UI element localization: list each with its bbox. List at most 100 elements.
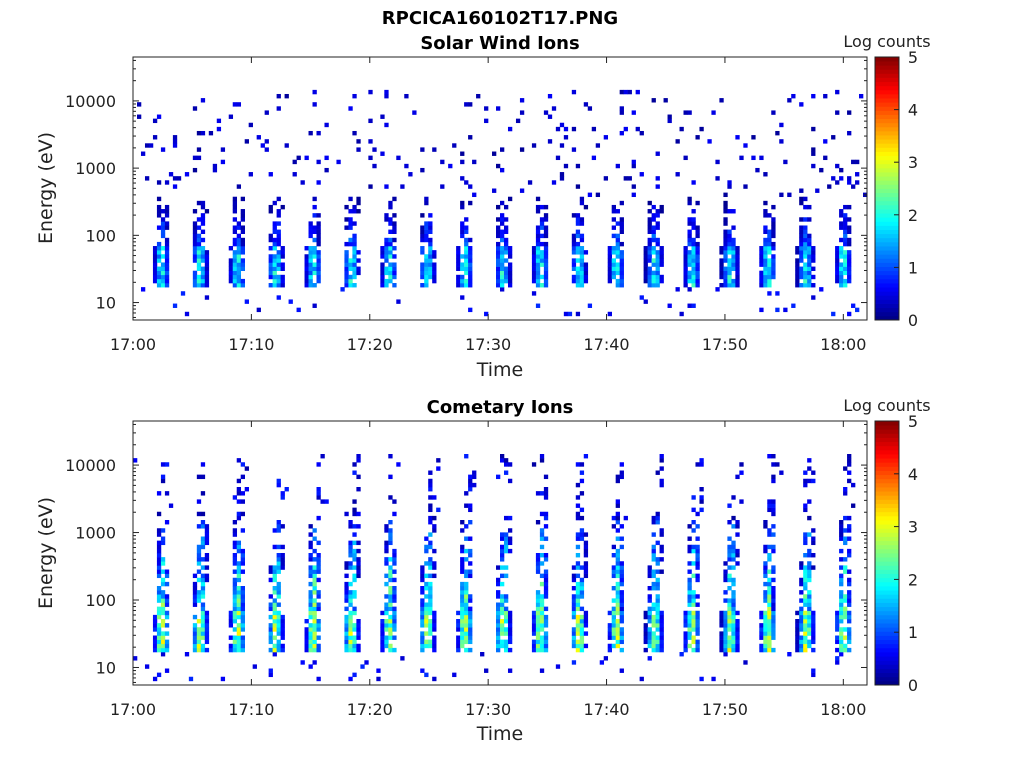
spectrogram-cell <box>611 610 616 616</box>
cometary-panel: Cometary Ions 17:00 17:10 17:20 17:30 17:40 1… <box>35 396 931 745</box>
spectrogram-cell <box>380 254 385 259</box>
spectrogram-cell <box>344 623 349 628</box>
spectrogram-cell <box>304 627 309 632</box>
spectrogram-cell <box>799 102 804 107</box>
spectrogram-cell <box>344 270 349 276</box>
spectrogram-cell <box>807 250 812 255</box>
spectrogram-cell <box>164 209 170 214</box>
spectrogram-cell <box>543 262 549 267</box>
spectrogram-cell <box>503 470 509 475</box>
spectrogram-cell <box>503 548 509 554</box>
spectrogram-cell <box>571 237 577 243</box>
spectrogram-cell <box>464 639 469 645</box>
spectrogram-cell <box>196 619 202 624</box>
colorbar-tick-label: 0 <box>908 311 918 330</box>
spectrogram-cell <box>428 623 433 628</box>
spectrogram-cell <box>731 544 736 550</box>
spectrogram-cell <box>460 262 465 267</box>
spectrogram-cell <box>723 561 728 566</box>
colorbar-segment <box>875 233 899 239</box>
spectrogram-cell <box>615 639 620 645</box>
spectrogram-cell <box>312 266 317 271</box>
spectrogram-cell <box>651 283 656 288</box>
x-tick-label: 17:30 <box>465 700 511 719</box>
spectrogram-cell <box>847 237 852 243</box>
spectrogram-cell <box>539 283 545 288</box>
spectrogram-cell <box>807 548 812 554</box>
spectrogram-cell <box>579 258 585 263</box>
spectrogram-cell <box>236 590 242 595</box>
spectrogram-cell <box>272 254 277 259</box>
spectrogram-cell <box>276 581 281 587</box>
spectrogram-cell <box>735 610 740 616</box>
spectrogram-cell <box>320 454 325 459</box>
spectrogram-cell <box>388 528 393 533</box>
spectrogram-cell <box>464 581 469 587</box>
spectrogram-cell <box>763 237 768 243</box>
spectrogram-cell <box>687 278 692 284</box>
spectrogram-cell <box>464 569 469 574</box>
spectrogram-cell <box>807 643 812 649</box>
spectrogram-cell <box>496 250 501 255</box>
spectrogram-cell <box>428 557 433 562</box>
spectrogram-cell <box>803 536 808 541</box>
spectrogram-cell <box>807 639 812 645</box>
spectrogram-cell <box>587 192 593 198</box>
spectrogram-cell <box>619 602 624 607</box>
spectrogram-cell <box>204 647 210 653</box>
spectrogram-cell <box>500 221 505 226</box>
spectrogram-cell <box>839 274 844 280</box>
spectrogram-cell <box>683 274 688 280</box>
spectrogram-cell <box>468 614 473 620</box>
spectrogram-cell <box>380 278 385 284</box>
spectrogram-cell <box>691 217 696 222</box>
spectrogram-cell <box>847 270 852 276</box>
spectrogram-cell <box>539 623 545 628</box>
spectrogram-cell <box>268 172 273 177</box>
spectrogram-cell <box>791 303 796 308</box>
spectrogram-cell <box>503 204 509 210</box>
spectrogram-cell <box>156 590 162 595</box>
spectrogram-cell <box>731 631 736 636</box>
spectrogram-cell <box>687 217 692 222</box>
spectrogram-cell <box>535 262 541 267</box>
spectrogram-cell <box>539 639 545 645</box>
spectrogram-cell <box>348 209 353 214</box>
colorbar-segment <box>875 433 899 438</box>
spectrogram-cell <box>352 573 357 579</box>
spectrogram-cell <box>456 258 461 263</box>
spectrogram-cell <box>424 606 429 612</box>
spectrogram-cell <box>731 237 736 243</box>
spectrogram-cell <box>651 581 656 587</box>
spectrogram-cell <box>464 283 469 288</box>
spectrogram-cell <box>204 540 210 546</box>
spectrogram-cell <box>496 635 501 640</box>
spectrogram-cell <box>615 266 620 271</box>
spectrogram-cell <box>348 221 353 226</box>
spectrogram-cell <box>835 647 840 653</box>
spectrogram-cell <box>835 163 840 169</box>
spectrogram-cell <box>352 130 357 136</box>
spectrogram-cell <box>807 237 812 243</box>
spectrogram-cell <box>468 631 473 636</box>
spectrogram-cell <box>196 155 202 161</box>
spectrogram-cell <box>731 590 736 595</box>
spectrogram-cell <box>280 246 285 251</box>
spectrogram-cell <box>607 647 612 653</box>
spectrogram-cell <box>843 204 848 210</box>
spectrogram-cell <box>424 200 429 206</box>
spectrogram-cell <box>843 647 848 653</box>
spectrogram-cell <box>503 225 509 230</box>
spectrogram-cell <box>731 241 736 247</box>
spectrogram-cell <box>731 614 736 620</box>
spectrogram-cell <box>496 581 501 587</box>
colorbar-segment <box>875 565 899 570</box>
spectrogram-cell <box>839 610 844 616</box>
spectrogram-cell <box>575 511 581 517</box>
spectrogram-cell <box>619 565 624 570</box>
spectrogram-cell <box>767 270 772 276</box>
colorbar-frame <box>874 420 900 686</box>
spectrogram-cell <box>348 553 353 558</box>
spectrogram-cell <box>184 652 190 657</box>
spectrogram-cell <box>791 93 796 99</box>
